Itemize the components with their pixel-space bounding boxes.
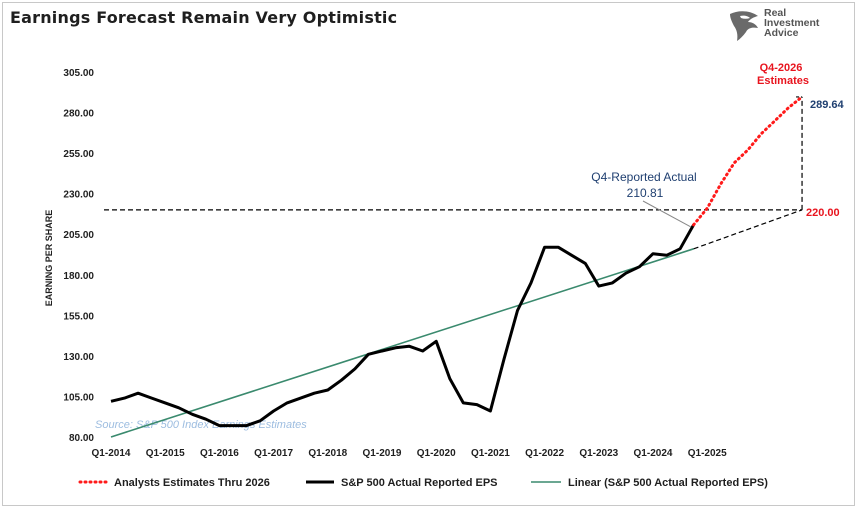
y-tick-label: 230.00 xyxy=(63,190,94,201)
source-note: Source: S&P 500 Index Earnings Estimates xyxy=(95,419,307,431)
reported-pointer xyxy=(642,200,691,228)
logo-line-3: Advice xyxy=(764,27,799,39)
x-tick-label: Q1-2019 xyxy=(363,448,402,459)
trend-line xyxy=(110,248,694,438)
y-tick-label: 280.00 xyxy=(63,109,94,120)
x-tick-label: Q1-2022 xyxy=(525,448,564,459)
x-tick-label: Q1-2015 xyxy=(146,448,185,459)
eagle-icon xyxy=(730,11,758,41)
legend-label: Linear (S&P 500 Actual Reported EPS) xyxy=(568,477,768,489)
y-tick-label: 155.00 xyxy=(63,311,94,322)
x-tick-label: Q1-2020 xyxy=(417,448,456,459)
reported-actual-value: 210.81 xyxy=(627,186,664,200)
legend-label: Analysts Estimates Thru 2026 xyxy=(114,477,270,489)
x-tick-label: Q1-2017 xyxy=(254,448,293,459)
estimate-label-line-1: Q4-2026 xyxy=(760,62,803,74)
estimate-label-line-2: Estimates xyxy=(757,75,809,87)
series-layer xyxy=(110,95,804,438)
y-axis-ticks: 305.00 280.00 255.00 230.00 205.00 180.00 155.… xyxy=(63,68,94,444)
logo-line-1: Real xyxy=(764,7,787,19)
x-tick-label: Q1-2014 xyxy=(92,448,131,459)
x-tick-label: Q1-2023 xyxy=(579,448,618,459)
chart-title: Earnings Forecast Remain Very Optimistic xyxy=(10,8,398,27)
y-tick-label: 305.00 xyxy=(63,68,94,79)
x-axis-ticks: Q1-2014 Q1-2015 Q1-2016 Q1-2017 Q1-2018 Q1-20… xyxy=(92,448,728,459)
x-tick-label: Q1-2016 xyxy=(200,448,239,459)
logo-line-2: Investment xyxy=(764,17,820,29)
x-tick-label: Q1-2018 xyxy=(308,448,347,459)
x-tick-label: Q1-2024 xyxy=(634,448,673,459)
estimate-value-label: 289.64 xyxy=(810,99,845,111)
y-tick-label: 105.00 xyxy=(63,392,94,403)
reported-actual-label: Q4-Reported Actual xyxy=(591,170,696,184)
x-tick-label: Q1-2025 xyxy=(688,448,727,459)
y-axis-label: EARNING PER SHARE xyxy=(44,210,54,307)
baseline-value-label: 220.00 xyxy=(806,207,840,219)
y-tick-label: 180.00 xyxy=(63,271,94,282)
trend-extension-line xyxy=(693,209,803,250)
logo-text: Real Investment Advice xyxy=(764,7,820,39)
guide-lines xyxy=(104,96,803,211)
x-tick-label: Q1-2021 xyxy=(471,448,510,459)
y-tick-label: 80.00 xyxy=(69,433,94,444)
y-tick-label: 205.00 xyxy=(63,230,94,241)
legend-label: S&P 500 Actual Reported EPS xyxy=(341,477,498,489)
legend: Analysts Estimates Thru 2026 S&P 500 Actu… xyxy=(78,477,768,489)
y-tick-label: 255.00 xyxy=(63,149,94,160)
actual-eps-line xyxy=(110,224,695,428)
estimates-line xyxy=(692,95,804,227)
y-tick-label: 130.00 xyxy=(63,352,94,363)
